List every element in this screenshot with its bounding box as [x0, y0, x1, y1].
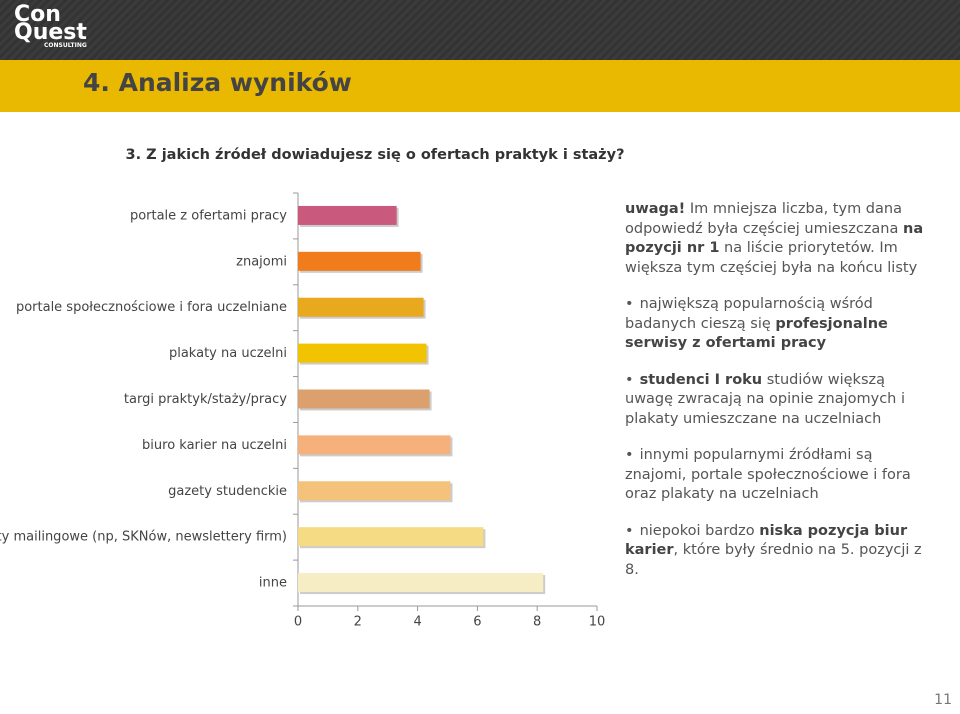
- chart-title: 3. Z jakich źródeł dowiadujesz się o ofe…: [126, 147, 625, 163]
- bar: [298, 481, 451, 501]
- note-text: profesjonalne serwisy z ofertami pracy: [625, 315, 888, 352]
- y-tick-label: inne: [259, 576, 287, 591]
- x-tick-label: 2: [354, 615, 362, 630]
- note-text: największą popularnością wśród badanych …: [625, 296, 873, 332]
- y-tick-label: znajomi: [236, 254, 287, 269]
- note-text: uwaga!: [625, 201, 686, 217]
- bar: [298, 527, 484, 547]
- note-paragraph: niepokoi bardzo niska pozycja biur karie…: [625, 522, 925, 581]
- note-text: Im mniejsza liczba, tym dana odpowiedź b…: [625, 201, 903, 237]
- bar: [298, 573, 544, 593]
- slide-title: 4. Analiza wyników: [83, 68, 352, 97]
- bar: [298, 297, 424, 317]
- x-tick-label: 0: [294, 615, 302, 630]
- header-strip: Con Quest CONSULTING: [0, 0, 960, 60]
- y-tick-label: listy mailingowe (np, SKNów, newslettery…: [0, 530, 287, 545]
- note-text: niska pozycja biur karier: [625, 522, 908, 559]
- y-tick-label: targi praktyk/staży/pracy: [124, 392, 287, 407]
- note-text: na liście priorytetów. Im większa tym cz…: [625, 240, 918, 276]
- y-tick-label: gazety studenckie: [168, 484, 287, 499]
- note-paragraph: największą popularnością wśród badanych …: [625, 295, 925, 354]
- bar: [298, 205, 397, 225]
- note-text: na pozycji nr 1: [625, 220, 924, 257]
- x-tick-label: 6: [473, 615, 481, 630]
- x-tick-label: 8: [533, 615, 541, 630]
- note-text: innymi popularnymi źródłami są znajomi, …: [625, 447, 911, 502]
- y-tick-label: biuro karier na uczelni: [142, 438, 287, 453]
- bar: [298, 251, 421, 271]
- x-tick-label: 10: [589, 615, 606, 630]
- logo: Con Quest CONSULTING: [14, 2, 87, 50]
- y-tick-label: plakaty na uczelni: [169, 346, 287, 361]
- bar: [298, 343, 427, 363]
- logo-text: Con: [14, 2, 61, 27]
- note-text: niepokoi bardzo: [639, 522, 760, 539]
- page-number: 11: [934, 692, 952, 708]
- note-paragraph: uwaga! Im mniejsza liczba, tym dana odpo…: [625, 200, 925, 278]
- x-tick-label: 4: [413, 615, 421, 630]
- note-text: studiów większą uwagę zwracają na opinie…: [625, 371, 905, 427]
- note-paragraph: studenci I roku studiów większą uwagę zw…: [625, 371, 925, 430]
- note-paragraph: innymi popularnymi źródłami są znajomi, …: [625, 446, 925, 505]
- note-text: studenci I roku: [639, 371, 763, 388]
- logo-text: CONSULTING: [44, 42, 87, 49]
- y-tick-label: portale z ofertami pracy: [130, 208, 287, 223]
- logo-text: Quest: [14, 20, 87, 45]
- note-text: , które były średnio na 5. pozycji z 8.: [625, 542, 922, 578]
- notes: uwaga! Im mniejsza liczba, tym dana odpo…: [625, 200, 925, 597]
- bar: [298, 389, 430, 409]
- title-band: [0, 60, 960, 112]
- y-tick-label: portale społecznościowe i fora uczelnian…: [16, 300, 287, 315]
- bar: [298, 435, 451, 455]
